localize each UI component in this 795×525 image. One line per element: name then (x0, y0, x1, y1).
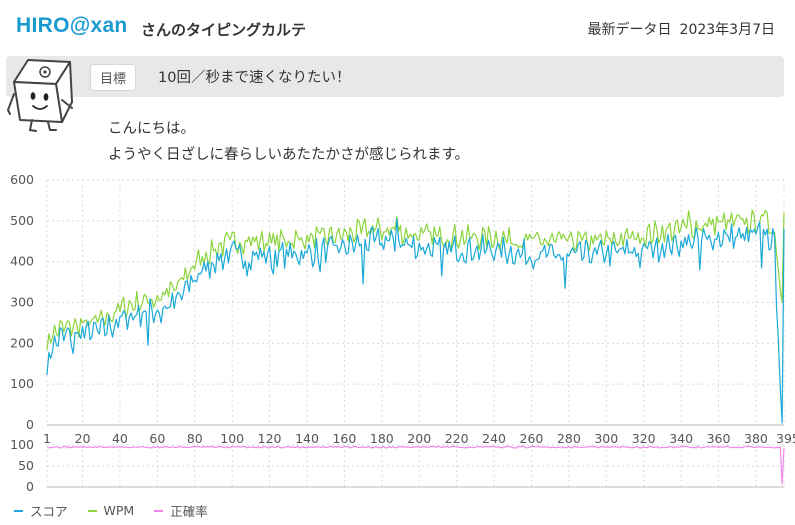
x-tick-label-180: 180 (370, 431, 394, 446)
y-tick-label-400: 400 (10, 254, 34, 269)
x-tick-label-395: 395 (776, 431, 795, 446)
y-tick-label-500: 500 (10, 213, 34, 228)
acc-y-tick-label-100: 100 (10, 437, 34, 452)
x-tick-label-320: 320 (632, 431, 656, 446)
legend-swatch-wpm (87, 509, 97, 512)
legend-item-wpm[interactable]: WPM (87, 501, 135, 520)
x-tick-label-240: 240 (482, 431, 506, 446)
series-line-score (46, 218, 785, 424)
x-tick-label-40: 40 (112, 431, 128, 446)
last-data-date-value: 2023年3月7日 (679, 22, 775, 38)
user-name[interactable]: HIRO@xan (16, 14, 128, 37)
legend-label-score: スコア (30, 504, 68, 519)
page-title-suffix: さんのタイピングカルテ (141, 21, 307, 39)
legend-swatch-score (14, 509, 23, 512)
y-tick-label-600: 600 (10, 172, 34, 187)
x-tick-label-160: 160 (332, 431, 356, 446)
mascot-cube-character (6, 59, 73, 132)
x-tick-label-20: 20 (75, 431, 91, 446)
goal-text: 10回／秒まで速くなりたい！ (158, 70, 351, 86)
series-line-wpm (46, 209, 785, 350)
x-tick-label-120: 120 (258, 431, 282, 446)
y-tick-label-100: 100 (10, 376, 34, 391)
last-data-date: 最新データ日 2023年3月7日 (588, 19, 775, 39)
legend-label-accuracy: 正確率 (170, 504, 208, 519)
y-tick-label-200: 200 (10, 335, 34, 350)
series-line-accuracy (46, 445, 785, 485)
x-tick-label-220: 220 (445, 431, 469, 446)
x-tick-label-280: 280 (557, 431, 581, 446)
legend-swatch-accuracy (154, 509, 164, 512)
x-tick-label-80: 80 (187, 431, 203, 446)
x-tick-label-60: 60 (149, 431, 165, 446)
goal-tag: 目標 (90, 64, 137, 91)
legend-item-score[interactable]: スコア (14, 501, 68, 520)
x-tick-label-260: 260 (520, 431, 544, 446)
x-tick-label-360: 360 (707, 431, 731, 446)
y-tick-label-0: 0 (26, 417, 34, 432)
x-tick-label-380: 380 (744, 431, 768, 446)
last-data-date-label: 最新データ日 (587, 22, 672, 38)
legend-label-wpm: WPM (103, 503, 135, 518)
x-tick-label-1: 1 (43, 431, 51, 446)
x-tick-label-340: 340 (669, 431, 693, 446)
x-tick-label-300: 300 (594, 431, 618, 446)
greeting-line-1: こんにちは。 (108, 121, 195, 137)
y-tick-label-300: 300 (10, 295, 34, 310)
x-tick-label-100: 100 (220, 431, 244, 446)
x-tick-label-140: 140 (295, 431, 319, 446)
acc-y-tick-label-0: 0 (26, 479, 34, 494)
acc-y-tick-label-50: 50 (18, 458, 34, 473)
chart-legend: スコア WPM 正確率 (14, 501, 208, 520)
x-tick-label-200: 200 (407, 431, 431, 446)
legend-item-accuracy[interactable]: 正確率 (154, 501, 208, 520)
greeting-line-2: ようやく日ざしに春らしいあたたかさが感じられます。 (108, 147, 470, 163)
